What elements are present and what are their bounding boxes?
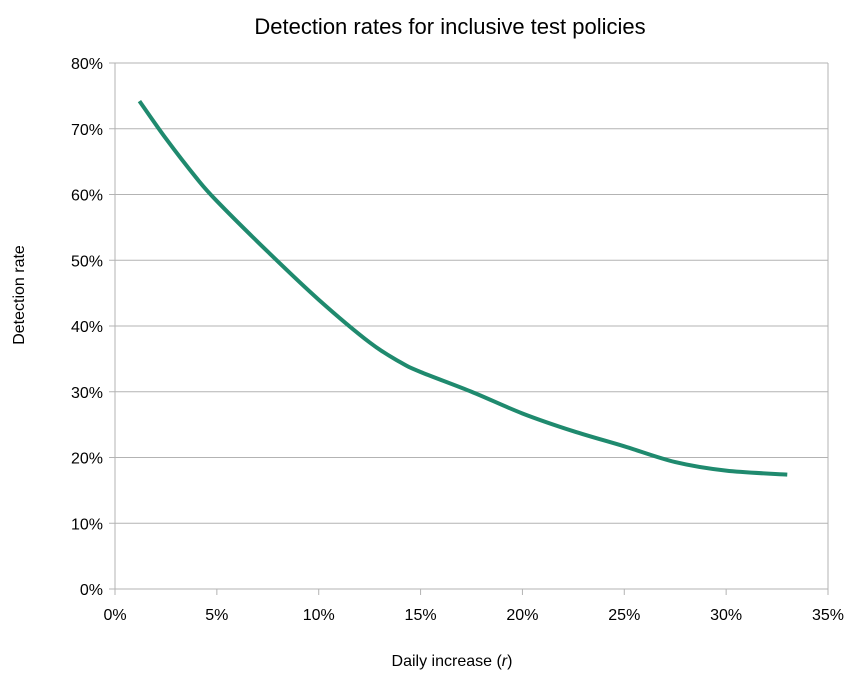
x-tick-label: 10%: [303, 607, 335, 624]
y-tick-label: 40%: [71, 319, 103, 336]
y-axis-title: Detection rate: [11, 245, 28, 345]
chart-title: Detection rates for inclusive test polic…: [254, 14, 645, 39]
y-tick-label: 30%: [71, 385, 103, 402]
y-tick-label: 70%: [71, 122, 103, 139]
x-axis-title-suffix: ): [507, 653, 512, 670]
x-axis-title-variable: r: [502, 653, 508, 670]
y-tick-label: 0%: [80, 582, 103, 599]
x-tick-label: 25%: [608, 607, 640, 624]
x-tick-label: 0%: [103, 607, 126, 624]
x-tick-label: 5%: [205, 607, 228, 624]
y-tick-label: 60%: [71, 188, 103, 205]
y-tick-label: 50%: [71, 253, 103, 270]
x-tick-label: 20%: [506, 607, 538, 624]
y-tick-label: 10%: [71, 516, 103, 533]
y-tick-label: 80%: [71, 56, 103, 73]
y-tick-label: 20%: [71, 451, 103, 468]
tick-labels: 0% 10% 20% 30% 40% 50% 60% 70% 80% 0% 5% 10% 15% 20% 2…: [71, 56, 844, 624]
series-layer: [137, 99, 788, 477]
x-axis-title-prefix: Daily increase (: [392, 653, 503, 670]
x-axis-title: Daily increase (r): [392, 653, 513, 670]
x-tick-label: 15%: [405, 607, 437, 624]
axes: [109, 62, 829, 595]
grid-lines: [115, 62, 828, 590]
x-tick-label: 30%: [710, 607, 742, 624]
series-line: [137, 99, 788, 477]
x-tick-label: 35%: [812, 607, 844, 624]
